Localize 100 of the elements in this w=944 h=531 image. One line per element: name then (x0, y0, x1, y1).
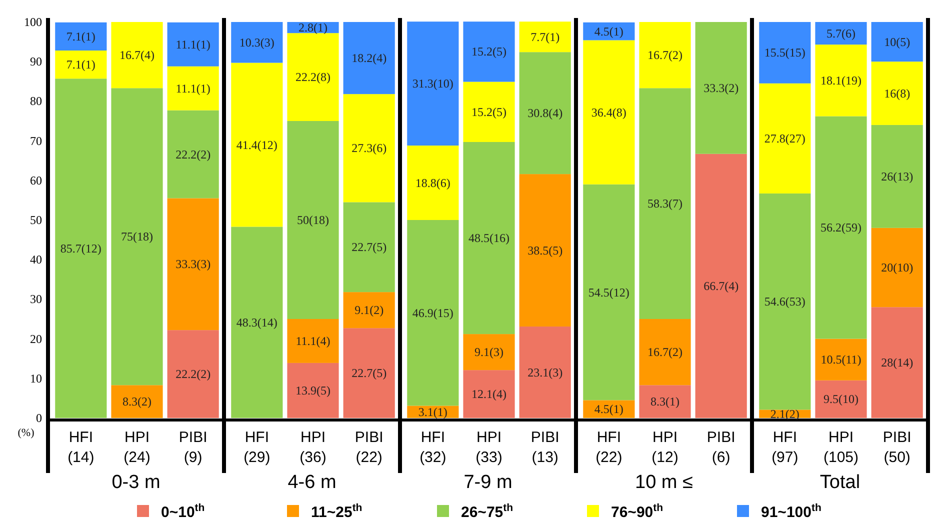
bar (519, 326, 571, 418)
data-label: 5.7(6) (826, 26, 856, 40)
bar (583, 184, 635, 400)
data-label: 22.7(5) (352, 366, 387, 380)
x-tick-label: HFI (97) (772, 429, 798, 466)
bar (815, 116, 867, 339)
data-label: 33.3(2) (704, 80, 739, 95)
data-label: 27.8(27) (764, 131, 806, 146)
data-label: 15.2(5) (472, 44, 506, 59)
x-axis-title: 4-6 m (288, 472, 336, 493)
data-label: 11.1(1) (176, 81, 210, 96)
bar (167, 22, 219, 66)
data-label: 36.4(8) (591, 105, 626, 120)
data-label: 8.3(2) (122, 394, 152, 409)
x-tick-label: HPI (36) (300, 429, 326, 466)
bar (759, 22, 811, 84)
bar (871, 307, 923, 418)
bar (639, 22, 691, 88)
data-label: 46.9(15) (412, 306, 454, 320)
y-tick-label: 50 (30, 213, 42, 227)
bar (519, 52, 571, 174)
y-tick-label: 10 (30, 371, 42, 386)
bar (815, 44, 867, 116)
data-label: 48.5(16) (468, 231, 510, 246)
bar (111, 88, 163, 386)
y-tick-label: 30 (30, 292, 42, 306)
data-label: 8.3(1) (650, 394, 680, 409)
data-label: 54.5(12) (588, 285, 630, 300)
bar (695, 154, 747, 418)
x-axis-title: 0-3 m (112, 472, 160, 493)
data-label: 18.1(19) (820, 73, 862, 88)
x-tick-label: HFI (29) (244, 429, 270, 466)
bar (407, 22, 459, 146)
x-tick-label: PIBI (9) (178, 429, 208, 466)
bar (695, 22, 747, 154)
bar (815, 380, 867, 418)
x-axis-title: 10 m ≤ (635, 472, 693, 493)
bar (871, 124, 923, 228)
bar (519, 174, 571, 327)
bar (343, 292, 395, 328)
y-tick-label: 100 (24, 15, 42, 29)
data-label: 22.2(2) (176, 367, 211, 382)
bar (287, 33, 339, 121)
data-label: 20(10) (881, 260, 914, 275)
bar (463, 82, 515, 142)
bar (55, 78, 107, 418)
data-label: 26(13) (881, 169, 914, 184)
data-label: 16.7(2) (648, 48, 682, 62)
bar (167, 198, 219, 330)
y-tick-label: 40 (30, 252, 42, 267)
data-label: 12.1(4) (472, 387, 506, 402)
data-label: 4.5(1) (594, 402, 624, 416)
data-label: 75(18) (121, 230, 153, 244)
bar (463, 370, 515, 418)
data-label: 7.7(1) (530, 30, 560, 44)
bar (167, 110, 219, 198)
bar (639, 319, 691, 386)
bar (759, 193, 811, 410)
data-label: 16(8) (884, 86, 910, 100)
bar (463, 142, 515, 334)
x-tick-label: HFI (32) (420, 429, 446, 466)
bar (55, 50, 107, 79)
data-label: 28(14) (881, 356, 914, 370)
x-tick-label: HPI (12) (652, 429, 678, 466)
data-label: 18.2(4) (352, 51, 387, 66)
bar (287, 362, 339, 418)
data-label: 10.3(3) (239, 35, 274, 50)
data-label: 54.6(53) (764, 294, 806, 309)
y-tick-label: 70 (30, 134, 42, 148)
data-label: 7.1(1) (66, 29, 96, 44)
data-label: 58.3(7) (648, 196, 682, 211)
bar (111, 22, 163, 88)
data-label: 22.2(8) (296, 70, 330, 84)
y-tick-label: 0 (36, 411, 42, 425)
data-label: 48.3(14) (236, 315, 278, 330)
bar (639, 88, 691, 319)
data-label: 56.2(59) (820, 220, 862, 235)
x-tick-label: HPI (33) (476, 429, 502, 466)
y-tick-label: 80 (30, 94, 42, 108)
y-axis-title: (%) (18, 427, 35, 439)
x-tick-label: HPI (24) (124, 429, 150, 466)
x-tick-label: HFI (22) (596, 429, 622, 466)
bar (287, 121, 339, 319)
data-label: 2.1(2) (770, 406, 800, 421)
bar (583, 40, 635, 184)
x-axis-title: 7-9 m (464, 472, 512, 493)
data-label: 11.1(1) (176, 37, 210, 52)
bar (583, 400, 635, 418)
bar (407, 146, 459, 220)
data-label: 7.1(1) (66, 58, 96, 72)
data-label: 38.5(5) (528, 243, 563, 258)
bar (287, 319, 339, 363)
bar (463, 22, 515, 82)
x-axis-title: Total (820, 472, 860, 493)
data-label: 9.1(3) (474, 345, 504, 360)
bar (343, 328, 395, 418)
bar (343, 94, 395, 202)
data-label: 2.8(1) (298, 20, 328, 35)
data-label: 33.3(3) (176, 257, 211, 272)
data-label: 66.7(4) (704, 278, 739, 293)
